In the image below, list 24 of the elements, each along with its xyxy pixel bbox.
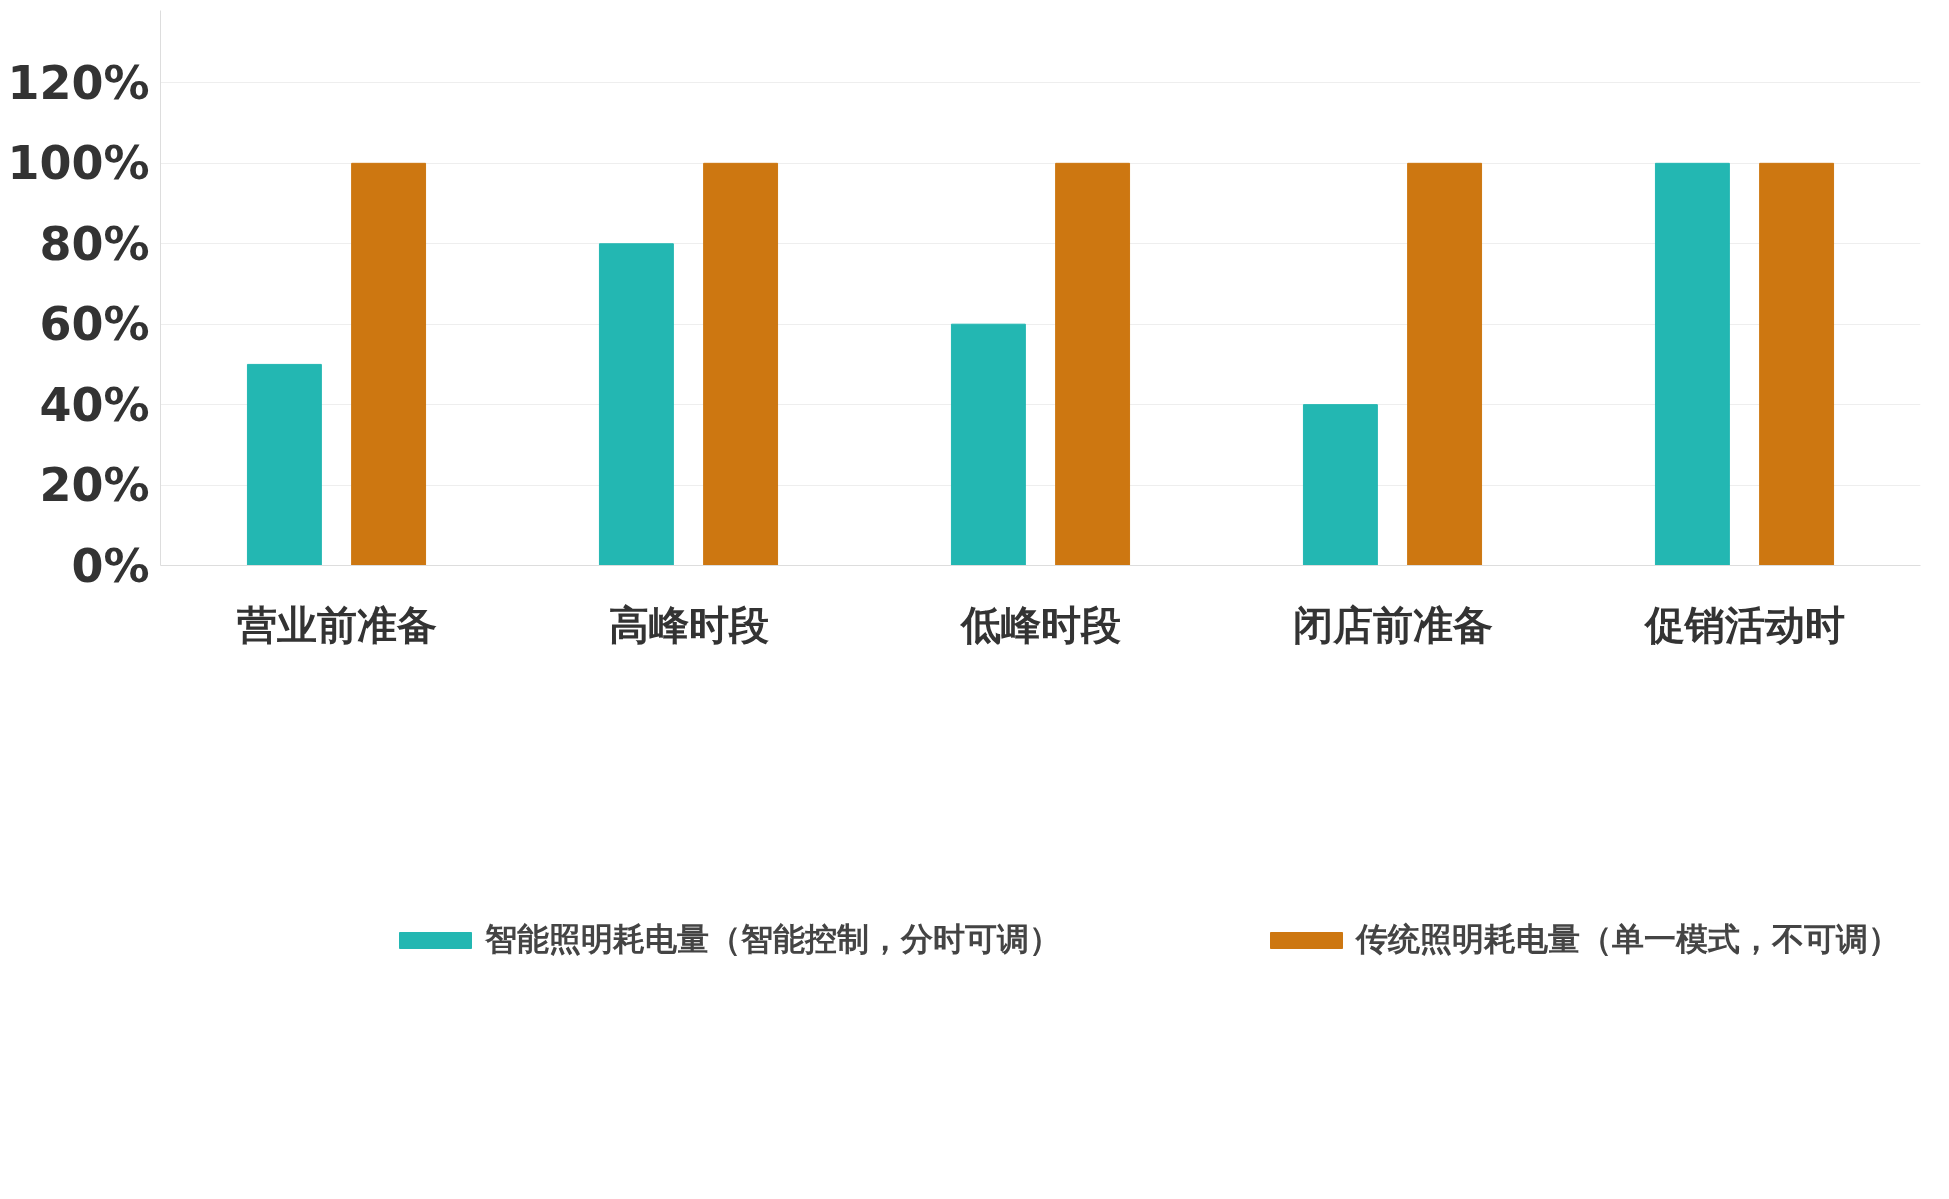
x-tick-label: 低峰时段 xyxy=(958,601,1121,648)
legend-label: 智能照明耗电量（智能控制，分时可调） xyxy=(485,919,1061,960)
y-tick-label: 20% xyxy=(39,458,150,513)
x-tick-label: 促销活动时 xyxy=(1642,601,1845,648)
y-tick-label: 0% xyxy=(71,538,150,593)
legend-label: 传统照明耗电量（单一模式，不可调） xyxy=(1356,919,1900,960)
bar xyxy=(1055,162,1131,566)
bar xyxy=(351,162,427,566)
y-tick-label: 80% xyxy=(39,216,150,271)
bar xyxy=(950,323,1026,566)
x-tick-label: 高峰时段 xyxy=(608,601,769,648)
x-tick-label: 闭店前准备 xyxy=(1292,601,1493,648)
y-tick-label: 40% xyxy=(39,377,150,432)
y-tick-label: 60% xyxy=(39,297,150,352)
bar xyxy=(1302,404,1378,566)
x-tick-label: 营业前准备 xyxy=(236,601,437,648)
y-tick-label: 120% xyxy=(7,55,150,110)
bar xyxy=(598,243,674,566)
bar xyxy=(1759,162,1835,566)
bar xyxy=(703,162,779,566)
bar xyxy=(1407,162,1483,566)
y-tick-label: 100% xyxy=(7,136,150,191)
bar xyxy=(1654,162,1730,566)
bar xyxy=(246,363,322,566)
